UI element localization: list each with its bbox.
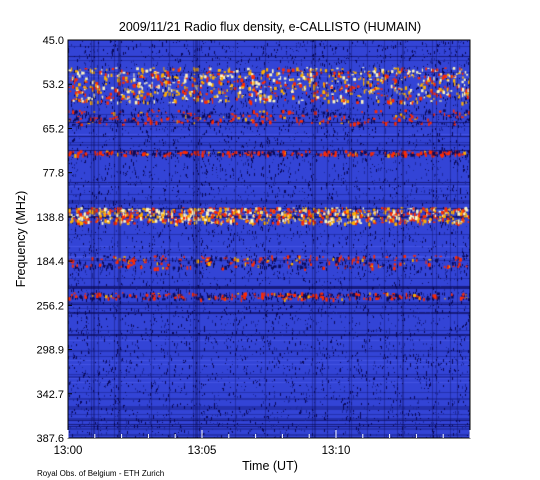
y-tick-label: 256.2 xyxy=(36,300,64,312)
spectrogram-image xyxy=(68,40,470,438)
y-tick-label: 65.2 xyxy=(43,123,64,135)
x-axis: 13:00 13:05 13:10 xyxy=(54,430,471,457)
plot-frame xyxy=(67,39,471,439)
x-tick-label: 13:00 xyxy=(54,445,83,457)
footer-credit: Royal Obs. of Belgium - ETH Zurich xyxy=(37,469,164,478)
x-tick-label: 13:05 xyxy=(188,445,217,457)
x-tick-label: 13:10 xyxy=(322,445,351,457)
y-tick-label: 138.8 xyxy=(36,212,64,224)
y-tick-label: 45.0 xyxy=(43,35,64,47)
y-tick-label: 77.8 xyxy=(43,168,64,180)
y-tick-label: 387.6 xyxy=(36,433,64,445)
spectrogram-plot-area xyxy=(68,40,470,438)
x-axis-label: Time (UT) xyxy=(242,459,298,473)
y-axis-label: Frequency (MHz) xyxy=(14,191,28,288)
y-tick-label: 298.9 xyxy=(36,345,64,357)
chart-title: 2009/11/21 Radio flux density, e-CALLIST… xyxy=(119,20,421,34)
y-axis: 45.0 53.2 65.2 77.8 138.8 184.4 256.2 298.9 342.… xyxy=(36,35,72,445)
y-tick-label: 53.2 xyxy=(43,79,64,91)
y-tick-label: 342.7 xyxy=(36,389,64,401)
y-tick-label: 184.4 xyxy=(36,256,64,268)
